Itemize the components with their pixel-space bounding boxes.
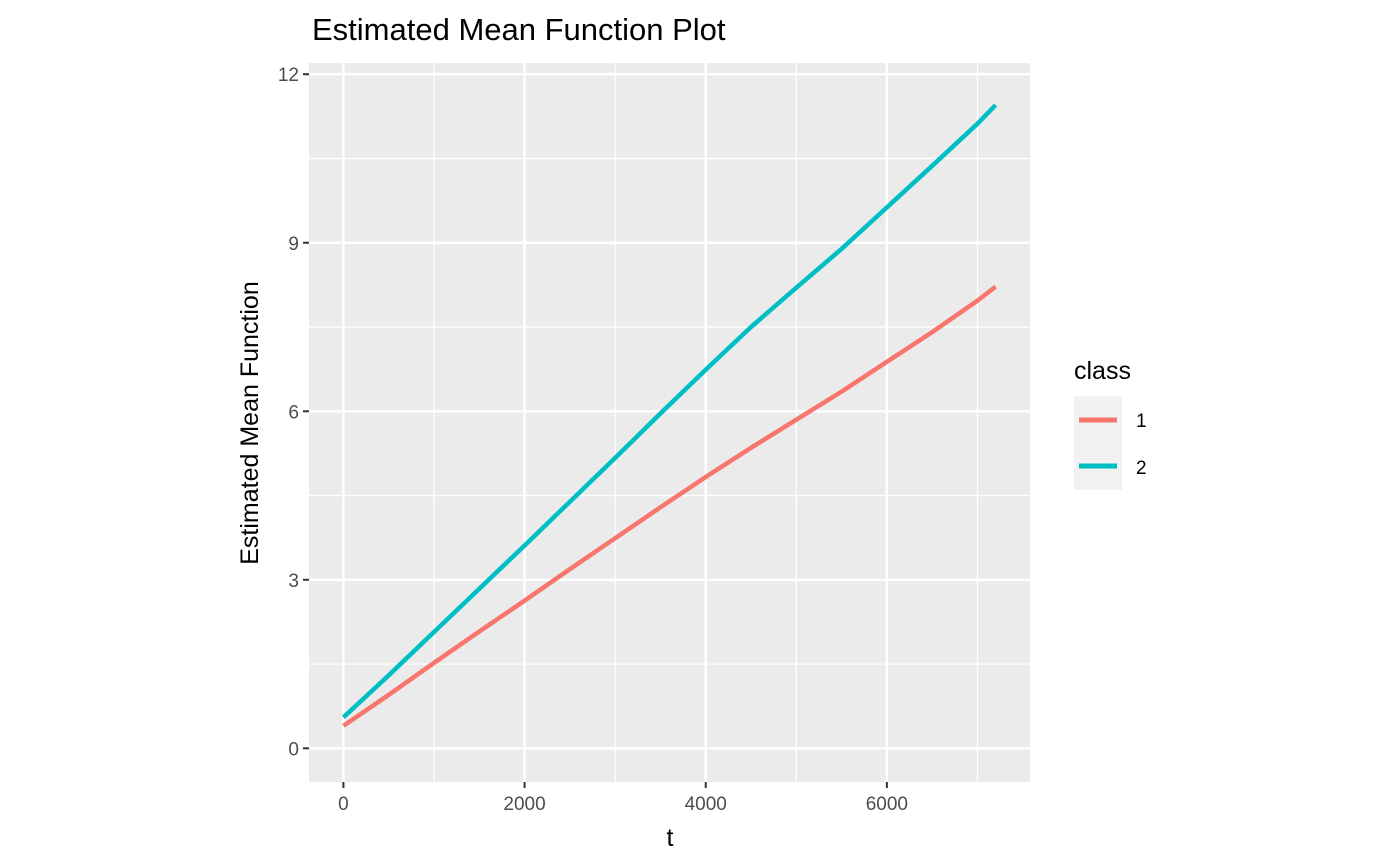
y-axis: 0 3 6 9 12 xyxy=(278,65,309,760)
legend-label-series-2: 2 xyxy=(1136,458,1147,479)
y-tick-label-1: 3 xyxy=(288,571,299,592)
x-tick-label-0: 0 xyxy=(338,794,349,815)
x-tick-label-3: 6000 xyxy=(866,794,908,815)
x-tick-label-2: 4000 xyxy=(685,794,727,815)
legend-label-series-1: 1 xyxy=(1136,411,1147,432)
grid-major xyxy=(309,63,1030,782)
series-line-1 xyxy=(342,284,997,728)
y-tick-label-4: 12 xyxy=(278,65,299,86)
y-tick-label-2: 6 xyxy=(288,402,299,423)
x-axis-label: t xyxy=(667,824,674,852)
x-tick-label-1: 2000 xyxy=(503,794,545,815)
series-lines xyxy=(341,103,998,728)
grid-minor xyxy=(309,63,1030,782)
y-tick-label-3: 9 xyxy=(288,234,299,255)
x-axis: 0 2000 4000 6000 xyxy=(338,782,908,815)
legend-title: class xyxy=(1074,357,1131,385)
y-tick-label-0: 0 xyxy=(288,739,299,760)
chart-title: Estimated Mean Function Plot xyxy=(312,12,726,47)
plot-panel xyxy=(309,63,1030,782)
y-axis-label: Estimated Mean Function xyxy=(236,281,264,564)
legend: class 1 2 xyxy=(1074,357,1147,490)
series-line-2 xyxy=(341,103,998,720)
